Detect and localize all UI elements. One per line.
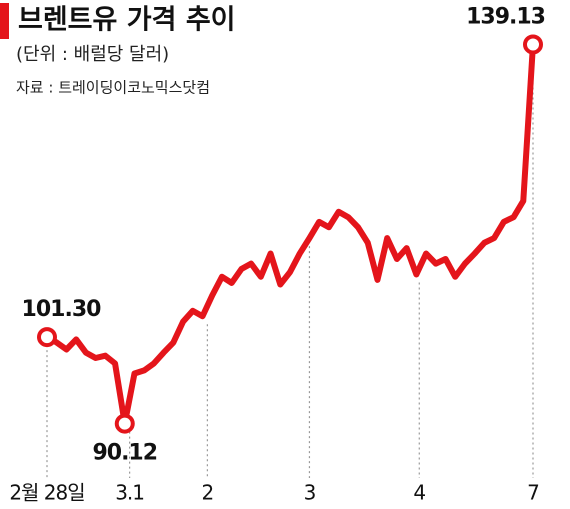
value-label: 139.13 (466, 4, 545, 29)
x-tick-label: 2 (202, 481, 214, 505)
line (45, 44, 536, 427)
x-tick-label: 3 (304, 481, 316, 505)
source: 자료 : 트레이딩이코노믹스닷컴 (16, 79, 210, 97)
subtitle: (단위 : 배럴당 달러) (16, 44, 169, 65)
x-tick-label: 2월 28일 (9, 481, 84, 505)
value-label: 90.12 (92, 441, 157, 466)
chart-title: 브렌트유 가격 추이 (18, 5, 236, 36)
point-marker (37, 327, 57, 348)
point-marker (114, 413, 135, 434)
x-tick-label: 3.1 (115, 481, 144, 505)
title-bar (0, 3, 9, 39)
point-marker (523, 34, 543, 55)
value-label: 101.30 (22, 297, 102, 322)
x-tick-label: 4 (413, 481, 425, 505)
x-tick-label: 7 (527, 481, 539, 505)
